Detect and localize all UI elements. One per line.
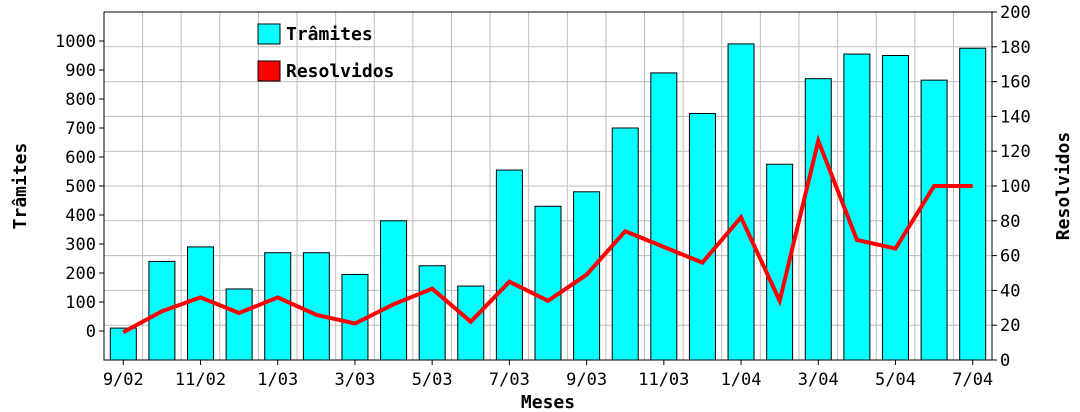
bar-tramites — [418, 265, 446, 361]
y2-axis-title: Resolvidos — [1053, 132, 1074, 240]
y-tick-label: 0 — [86, 322, 96, 342]
x-tick-label: 11/03 — [638, 370, 689, 390]
x-axis-ticks: 9/02 11/02 1/03 3/03 5/03 7/03 9/03 11/03 1/04 3/… — [103, 360, 993, 390]
y2-tick-label: 80 — [1000, 212, 1020, 232]
bar-tramites — [302, 252, 330, 361]
x-tick-label: 11/02 — [175, 370, 226, 390]
y2-tick-label: 20 — [1000, 316, 1020, 336]
y2-tick-label: 180 — [1000, 38, 1031, 58]
bar-tramites — [804, 78, 832, 361]
y2-tick-label: 200 — [1000, 3, 1031, 23]
y-tick-label: 900 — [65, 61, 96, 81]
x-tick-label: 9/03 — [566, 370, 607, 390]
bar-tramites — [534, 205, 562, 361]
y-tick-label: 700 — [65, 119, 96, 139]
y-tick-label: 1000 — [55, 32, 96, 52]
x-tick-label: 3/03 — [334, 370, 375, 390]
y-tick-label: 400 — [65, 206, 96, 226]
bar-tramites — [109, 327, 137, 361]
x-tick-label: 3/04 — [798, 370, 839, 390]
x-tick-label: 7/03 — [489, 370, 530, 390]
y-tick-label: 500 — [65, 177, 96, 197]
y-tick-label: 100 — [65, 293, 96, 313]
y-tick-label: 300 — [65, 235, 96, 255]
bar-tramites — [727, 43, 755, 361]
bar-tramites — [380, 220, 408, 361]
x-axis-title: Meses — [521, 392, 575, 412]
bar-tramites — [264, 252, 292, 361]
legend: Trâmites Resolvidos — [257, 23, 394, 82]
legend-swatch-resolvidos — [257, 60, 281, 82]
x-tick-label: 5/03 — [412, 370, 453, 390]
x-tick-label: 1/04 — [721, 370, 762, 390]
legend-swatch-tramites — [257, 23, 281, 45]
y2-tick-label: 120 — [1000, 142, 1031, 162]
bar-tramites — [187, 246, 215, 361]
x-tick-label: 9/02 — [103, 370, 144, 390]
y-tick-label: 600 — [65, 148, 96, 168]
bar-tramites — [920, 79, 948, 361]
bar-tramites — [225, 288, 253, 361]
bar-tramites — [843, 53, 871, 361]
y2-tick-label: 160 — [1000, 73, 1031, 93]
x-tick-label: 1/03 — [257, 370, 298, 390]
bars-series-tramites — [109, 43, 987, 361]
y-axis-left-ticks: 0 100 200 300 400 500 600 700 800 900 1000 — [55, 32, 104, 342]
legend-label-tramites: Trâmites — [286, 24, 373, 45]
bar-tramites — [688, 113, 716, 361]
y2-tick-label: 60 — [1000, 247, 1020, 267]
bar-tramites — [650, 72, 678, 361]
y2-tick-label: 140 — [1000, 107, 1031, 127]
x-tick-label: 7/04 — [952, 370, 993, 390]
y2-tick-label: 40 — [1000, 281, 1020, 301]
bar-tramites — [959, 47, 987, 361]
line-series-resolvidos — [122, 134, 973, 334]
y2-tick-label: 0 — [1000, 351, 1010, 371]
bar-tramites — [611, 127, 639, 361]
y-axis-right-ticks: 0 20 40 60 80 100 120 140 160 180 200 — [992, 3, 1031, 371]
bar-tramites — [495, 169, 523, 361]
y-axis-title: Trâmites — [10, 143, 31, 230]
x-tick-label: 5/04 — [875, 370, 916, 390]
y2-tick-label: 100 — [1000, 177, 1031, 197]
y-tick-label: 800 — [65, 90, 96, 110]
legend-label-resolvidos: Resolvidos — [286, 61, 394, 82]
bar-tramites — [881, 55, 909, 361]
y-tick-label: 200 — [65, 264, 96, 284]
